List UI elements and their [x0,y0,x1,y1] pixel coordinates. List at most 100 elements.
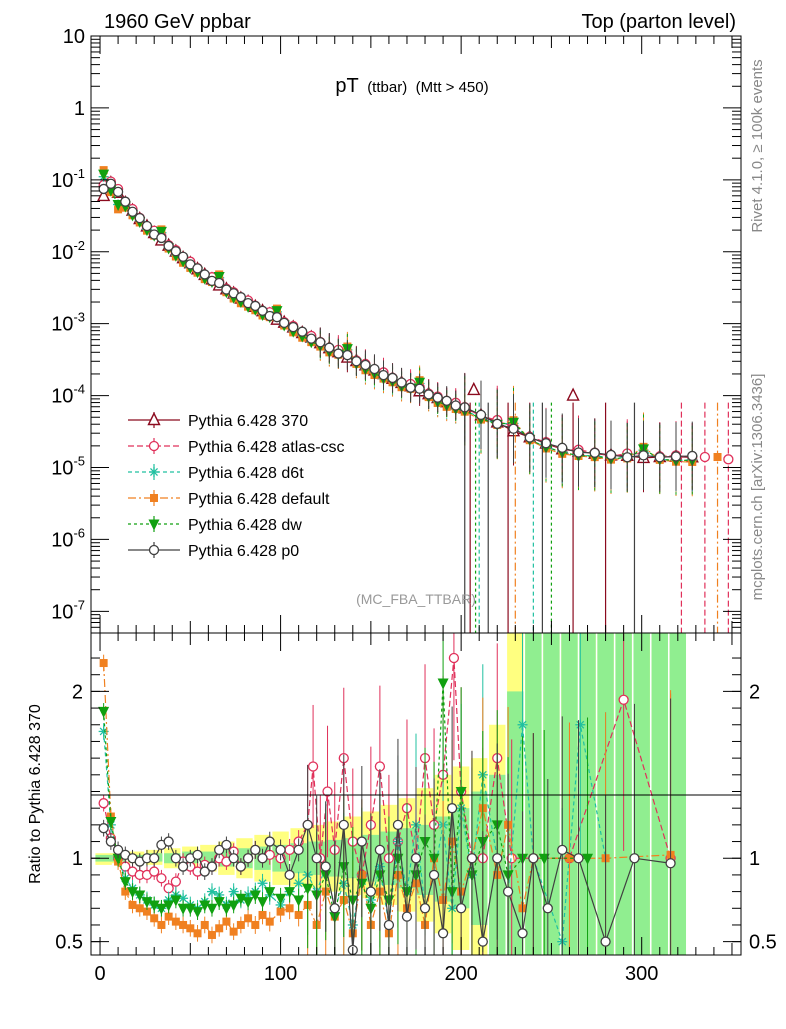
main-ytick-label: 10-1 [51,166,85,192]
main-series-s370 [97,175,699,633]
ratio-marker-d6t [517,719,528,730]
legend-item-p0: Pythia 6.428 p0 [128,542,299,560]
main-marker-p0 [670,451,682,462]
ratio-ylabel: Ratio to Pythia 6.428 370 [27,704,44,884]
ytick-exponent: -6 [73,525,85,540]
main-marker-p0 [250,300,261,312]
main-marker-p0 [127,206,138,217]
ratio-marker-dw [538,853,550,865]
main-marker-p0 [423,389,434,400]
ratio-marker-d6t-stroke [179,894,188,903]
ratio-marker-p0 [275,844,286,856]
main-series-p0 [98,178,698,633]
ratio-marker-default [244,914,253,923]
rivet-version-label: Rivet 4.1.0, ≥ 100k events [749,59,766,232]
main-marker-p0 [105,178,117,189]
ratio-ytick-label-right: 0.5 [749,932,777,954]
ratio-marker-p0 [374,844,386,856]
legend-item-s370: Pythia 6.428 370 [128,411,308,430]
main-ytick-label: 10-7 [51,597,85,623]
main-marker-p0 [279,317,290,329]
ratio-marker-atlas [163,883,174,894]
ratio-marker-default [135,904,144,913]
ratio-marker-p0 [199,866,210,877]
main-marker-p0 [540,438,552,449]
main-marker-p0 [622,452,633,463]
ratio-xtick-label: 0 [94,963,105,985]
ratio-marker-p0 [477,936,488,947]
legend-label-default: Pythia 6.428 default [188,491,330,508]
ratio-marker-p0 [170,853,182,864]
ytick-exponent: -3 [73,310,85,325]
main-marker-p0 [324,342,335,353]
ratio-marker-default [171,917,180,926]
main-marker-p0 [687,450,698,462]
ratio-marker-dw [284,887,296,899]
main-ytick-label: 1 [74,98,85,120]
main-marker-p0 [573,447,584,458]
ratio-marker-default [215,924,224,933]
main-marker-p0 [508,423,519,434]
main-ytick-label: 10-6 [51,525,85,551]
ratio-marker-p0 [311,853,322,864]
ratio-marker-p0 [221,839,232,851]
main-series-dw [98,169,698,633]
ratio-marker-d6t [206,886,217,897]
ratio-marker-dw [177,903,189,915]
ratio-marker-p0 [392,819,404,831]
ratio-marker-default [251,920,260,929]
main-marker-p0 [638,450,649,461]
ratio-marker-default [265,917,274,926]
ratio-marker-dw [302,883,314,895]
main-marker-p0 [177,251,189,262]
ratio-marker-p0 [228,853,239,864]
ratio-marker-p0 [446,803,458,814]
main-ytick-label: 10-3 [51,310,85,336]
main-ytick-label: 10-2 [51,238,85,264]
main-marker-p0 [492,418,503,429]
ratio-marker-p0 [573,853,584,864]
ratio-marker-d6t [293,878,304,889]
ratio-marker-dw [242,897,254,909]
main-extra-marker-atlas [699,451,711,463]
ratio-marker-p0 [293,844,304,856]
ratio-marker-p0 [302,819,313,831]
ratio-marker-dw [170,895,182,907]
plot-title: pT (ttbar) (Mtt > 450) [335,75,488,97]
legend-item-atlas: Pythia 6.428 atlas-csc [128,438,345,456]
legend-label-dw: Pythia 6.428 dw [188,517,302,534]
main-marker-p0 [414,383,425,394]
ratio-marker-default [193,929,202,938]
ratio-marker-dw [192,907,204,919]
ratio-marker-p0 [502,886,514,897]
ratio-marker-p0 [665,858,676,869]
main-marker-p0 [156,232,167,244]
main-extra-marker-atlas [723,454,734,465]
main-marker-p0 [387,372,398,384]
ratio-marker-p0 [250,844,261,856]
ratio-marker-d6t-stroke [576,720,585,729]
header-left: 1960 GeV ppbar [104,11,251,33]
main-ytick-label: 10-4 [51,382,85,408]
ratio-marker-d6t-stroke [518,720,527,729]
legend-label-s370: Pythia 6.428 370 [188,413,308,430]
ytick-base: 10 [51,601,73,623]
ytick-base: 10 [51,458,73,480]
ratio-marker-p0 [192,849,203,861]
ratio-marker-default [222,917,231,926]
ratio-marker-p0 [105,836,117,847]
ratio-marker-dw [249,890,261,902]
ratio-marker-atlas [618,694,629,705]
main-marker-p0 [163,240,174,252]
ratio-marker-dw [98,706,110,718]
main-marker-dw [155,226,167,238]
ratio-xtick-label: 100 [264,963,297,985]
main-extra-marker-s370 [467,381,481,396]
main-marker-p0 [315,337,326,348]
legend-item-d6t: Pythia 6.428 d6t [128,464,304,482]
ratio-marker-dw [206,903,218,915]
ratio-marker-atlas [307,761,319,772]
ytick-exponent: -4 [73,382,85,397]
main-marker-p0 [475,409,487,421]
ratio-marker-dw [455,786,467,798]
